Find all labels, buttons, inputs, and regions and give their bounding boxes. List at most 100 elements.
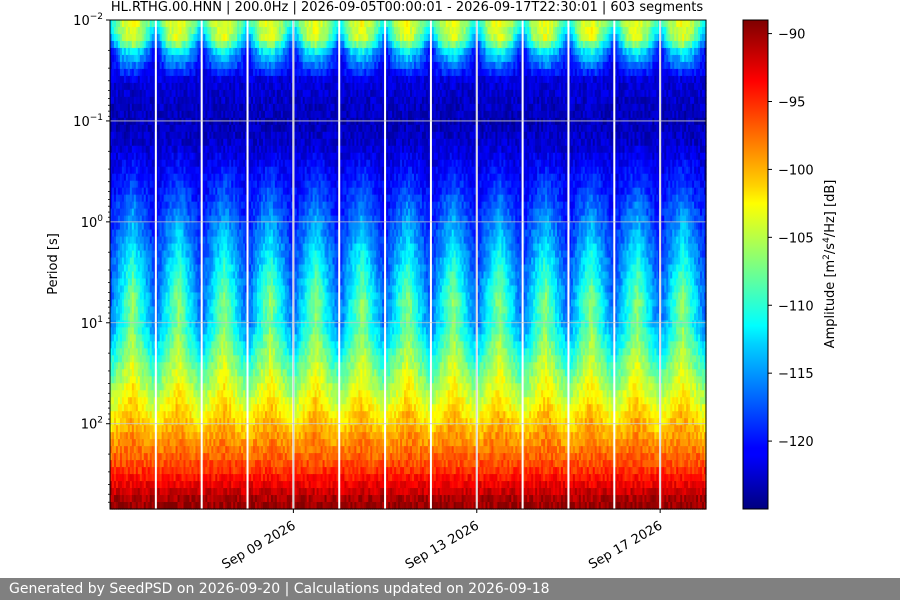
heatmap-cell bbox=[171, 425, 175, 433]
heatmap-cell bbox=[175, 229, 179, 238]
heatmap-cell bbox=[159, 481, 163, 489]
heatmap-cell bbox=[169, 145, 173, 154]
heatmap-cell bbox=[197, 348, 200, 356]
heatmap-cell bbox=[151, 222, 155, 231]
heatmap-cell bbox=[213, 425, 216, 433]
heatmap-cell bbox=[205, 264, 208, 273]
heatmap-cell bbox=[213, 96, 216, 105]
heatmap-cell bbox=[211, 362, 214, 370]
heatmap-cell bbox=[139, 439, 143, 447]
heatmap-cell bbox=[157, 488, 161, 496]
heatmap-cell bbox=[193, 96, 197, 105]
heatmap-cell bbox=[137, 488, 141, 496]
heatmap-cell bbox=[175, 250, 179, 259]
heatmap-cell bbox=[219, 334, 222, 342]
heatmap-cell bbox=[217, 82, 220, 91]
heatmap-cell bbox=[217, 495, 220, 503]
heatmap-cell bbox=[161, 299, 165, 308]
heatmap-cell bbox=[163, 453, 167, 461]
heatmap-cell bbox=[165, 292, 169, 301]
heatmap-cell bbox=[163, 327, 167, 335]
heatmap-cell bbox=[191, 236, 195, 245]
heatmap-cell bbox=[207, 299, 210, 308]
heatmap-cell bbox=[197, 488, 200, 496]
heatmap-cell bbox=[111, 285, 115, 294]
heatmap-cell bbox=[179, 194, 183, 203]
heatmap-cell bbox=[117, 229, 121, 238]
heatmap-cell bbox=[217, 285, 220, 294]
heatmap-cell bbox=[161, 362, 165, 370]
heatmap-cell bbox=[125, 278, 129, 287]
heatmap-cell bbox=[139, 20, 143, 28]
heatmap-cell bbox=[173, 488, 177, 496]
heatmap-cell bbox=[147, 418, 151, 426]
heatmap-cell bbox=[149, 89, 153, 98]
heatmap-cell bbox=[197, 502, 200, 510]
heatmap-cell bbox=[125, 495, 129, 503]
heatmap-cell bbox=[155, 502, 159, 510]
heatmap-cell bbox=[207, 20, 210, 28]
heatmap-cell bbox=[110, 418, 113, 426]
heatmap-cell bbox=[217, 425, 220, 433]
heatmap-cell bbox=[143, 145, 147, 154]
heatmap-cell bbox=[195, 110, 199, 119]
chart-title: HL.RTHG.00.HNN | 200.0Hz | 2026-09-05T00… bbox=[111, 0, 703, 15]
heatmap-cell bbox=[169, 362, 173, 370]
heatmap-cell bbox=[195, 383, 199, 391]
heatmap-cell bbox=[185, 418, 189, 426]
heatmap-cell bbox=[155, 215, 159, 224]
heatmap-cell bbox=[179, 446, 183, 454]
heatmap-cell bbox=[207, 369, 210, 377]
heatmap-cell bbox=[137, 124, 141, 133]
heatmap-cell bbox=[191, 355, 195, 363]
heatmap-cell bbox=[185, 243, 189, 252]
heatmap-cell bbox=[147, 327, 151, 335]
heatmap-cell bbox=[115, 285, 119, 294]
heatmap-cell bbox=[195, 341, 199, 349]
heatmap-cell bbox=[147, 75, 151, 84]
heatmap-cell bbox=[161, 460, 165, 468]
heatmap-cell bbox=[215, 271, 218, 280]
heatmap-cell bbox=[217, 117, 220, 126]
heatmap-cell bbox=[131, 222, 135, 231]
heatmap-cell bbox=[215, 439, 218, 447]
heatmap-cell bbox=[215, 96, 218, 105]
heatmap-cell bbox=[121, 292, 125, 301]
heatmap-cell bbox=[219, 341, 222, 349]
heatmap-cell bbox=[195, 138, 199, 147]
heatmap-cell bbox=[189, 453, 193, 461]
heatmap-cell bbox=[127, 124, 131, 133]
heatmap-cell bbox=[165, 243, 169, 252]
heatmap-cell bbox=[141, 103, 145, 112]
heatmap-cell bbox=[121, 313, 125, 321]
heatmap-cell bbox=[115, 110, 119, 119]
heatmap-cell bbox=[187, 243, 191, 252]
heatmap-cell bbox=[147, 201, 151, 210]
heatmap-cell bbox=[129, 299, 133, 308]
heatmap-cell bbox=[117, 292, 121, 301]
heatmap-cell bbox=[115, 376, 119, 384]
heatmap-cell bbox=[189, 54, 193, 63]
heatmap-cell bbox=[157, 502, 161, 510]
heatmap-cell bbox=[125, 271, 129, 280]
heatmap-cell bbox=[177, 278, 181, 287]
heatmap-cell bbox=[111, 411, 115, 419]
heatmap-cell bbox=[139, 250, 143, 259]
heatmap-cell bbox=[165, 215, 169, 224]
heatmap-cell bbox=[203, 201, 206, 210]
heatmap-cell bbox=[215, 229, 218, 238]
heatmap-cell bbox=[133, 187, 137, 196]
heatmap-cell bbox=[159, 180, 163, 189]
heatmap-cell bbox=[207, 313, 210, 321]
heatmap-cell bbox=[205, 110, 208, 119]
heatmap-cell bbox=[159, 355, 163, 363]
heatmap-cell bbox=[175, 264, 179, 273]
heatmap-cell bbox=[151, 474, 155, 482]
heatmap-cell bbox=[167, 222, 171, 231]
heatmap-cell bbox=[187, 54, 191, 63]
heatmap-cell bbox=[179, 481, 183, 489]
heatmap-cell bbox=[125, 446, 129, 454]
heatmap-cell bbox=[145, 47, 149, 56]
heatmap-cell bbox=[215, 432, 218, 440]
heatmap-cell bbox=[171, 131, 175, 140]
